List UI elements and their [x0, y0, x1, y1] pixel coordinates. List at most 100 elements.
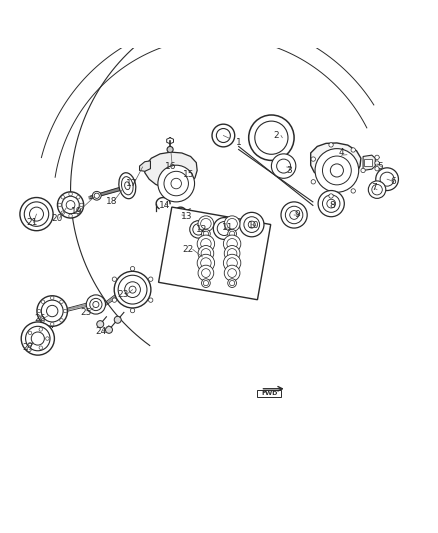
- Circle shape: [66, 200, 75, 209]
- Circle shape: [224, 216, 240, 231]
- Text: 26: 26: [34, 314, 46, 324]
- Text: 23: 23: [117, 290, 129, 300]
- Circle shape: [171, 179, 181, 189]
- Circle shape: [118, 275, 147, 304]
- Text: 25: 25: [80, 308, 92, 317]
- Circle shape: [164, 171, 188, 196]
- Circle shape: [50, 322, 54, 326]
- Circle shape: [24, 202, 49, 227]
- Circle shape: [193, 224, 204, 235]
- Circle shape: [228, 279, 237, 287]
- Circle shape: [330, 164, 343, 177]
- Circle shape: [190, 221, 207, 238]
- Circle shape: [201, 248, 211, 258]
- Polygon shape: [363, 155, 375, 171]
- Circle shape: [39, 328, 42, 331]
- Text: 14: 14: [159, 201, 170, 210]
- Circle shape: [201, 229, 210, 238]
- Text: 24: 24: [95, 327, 107, 336]
- Text: 20: 20: [52, 214, 63, 223]
- Circle shape: [60, 300, 63, 303]
- Circle shape: [230, 280, 235, 286]
- Circle shape: [311, 157, 315, 161]
- Circle shape: [148, 277, 153, 281]
- Circle shape: [327, 199, 336, 208]
- Circle shape: [224, 265, 240, 281]
- Circle shape: [112, 277, 117, 281]
- Text: 3: 3: [286, 166, 292, 175]
- Text: 13: 13: [180, 212, 192, 221]
- Circle shape: [198, 265, 214, 281]
- Circle shape: [322, 195, 340, 212]
- Circle shape: [228, 229, 237, 238]
- Text: 17: 17: [126, 179, 138, 188]
- Bar: [364, 159, 372, 166]
- Circle shape: [77, 211, 80, 214]
- Circle shape: [25, 326, 50, 351]
- Text: 2: 2: [273, 131, 279, 140]
- Circle shape: [216, 128, 230, 142]
- Text: 4: 4: [339, 149, 344, 157]
- Circle shape: [86, 295, 106, 314]
- Circle shape: [158, 165, 194, 202]
- Text: 6: 6: [391, 177, 396, 186]
- Circle shape: [240, 212, 264, 237]
- Text: 22: 22: [183, 245, 194, 254]
- Circle shape: [212, 124, 235, 147]
- Circle shape: [277, 159, 290, 173]
- Circle shape: [329, 143, 333, 147]
- Text: 5: 5: [378, 161, 383, 171]
- Circle shape: [198, 246, 214, 261]
- Circle shape: [50, 296, 54, 300]
- Circle shape: [315, 149, 359, 192]
- Circle shape: [361, 168, 365, 173]
- Circle shape: [368, 181, 386, 198]
- Circle shape: [39, 346, 42, 350]
- Circle shape: [37, 309, 41, 313]
- Circle shape: [77, 196, 80, 199]
- Circle shape: [224, 246, 240, 261]
- Circle shape: [249, 115, 294, 160]
- Circle shape: [92, 191, 101, 200]
- Text: 8: 8: [330, 201, 336, 210]
- Circle shape: [203, 231, 208, 236]
- Text: 9: 9: [295, 209, 300, 219]
- Circle shape: [90, 298, 102, 311]
- Circle shape: [106, 326, 113, 333]
- Circle shape: [131, 266, 135, 271]
- Circle shape: [41, 319, 45, 322]
- Circle shape: [380, 172, 394, 186]
- Text: 11: 11: [222, 223, 233, 232]
- Circle shape: [197, 254, 215, 272]
- Circle shape: [217, 222, 231, 236]
- Circle shape: [227, 239, 237, 249]
- Circle shape: [281, 202, 307, 228]
- Circle shape: [201, 269, 210, 277]
- Text: 16: 16: [165, 161, 177, 171]
- Circle shape: [61, 196, 64, 199]
- Circle shape: [375, 166, 379, 171]
- Circle shape: [230, 231, 235, 236]
- Text: 1: 1: [236, 138, 241, 147]
- Circle shape: [351, 189, 355, 193]
- Circle shape: [248, 221, 255, 228]
- Circle shape: [31, 332, 44, 345]
- Circle shape: [80, 203, 83, 207]
- Circle shape: [37, 296, 67, 326]
- Circle shape: [311, 180, 315, 184]
- Circle shape: [203, 280, 208, 286]
- Text: FWD: FWD: [261, 391, 277, 396]
- Circle shape: [376, 168, 399, 190]
- Ellipse shape: [125, 182, 130, 190]
- Circle shape: [375, 155, 379, 159]
- Circle shape: [125, 282, 141, 297]
- Circle shape: [227, 248, 237, 258]
- Circle shape: [27, 348, 31, 352]
- Ellipse shape: [119, 173, 136, 199]
- Text: 12: 12: [196, 225, 207, 234]
- Circle shape: [198, 216, 214, 231]
- Circle shape: [201, 279, 210, 287]
- Circle shape: [28, 342, 32, 346]
- Circle shape: [131, 309, 135, 313]
- Circle shape: [46, 305, 58, 317]
